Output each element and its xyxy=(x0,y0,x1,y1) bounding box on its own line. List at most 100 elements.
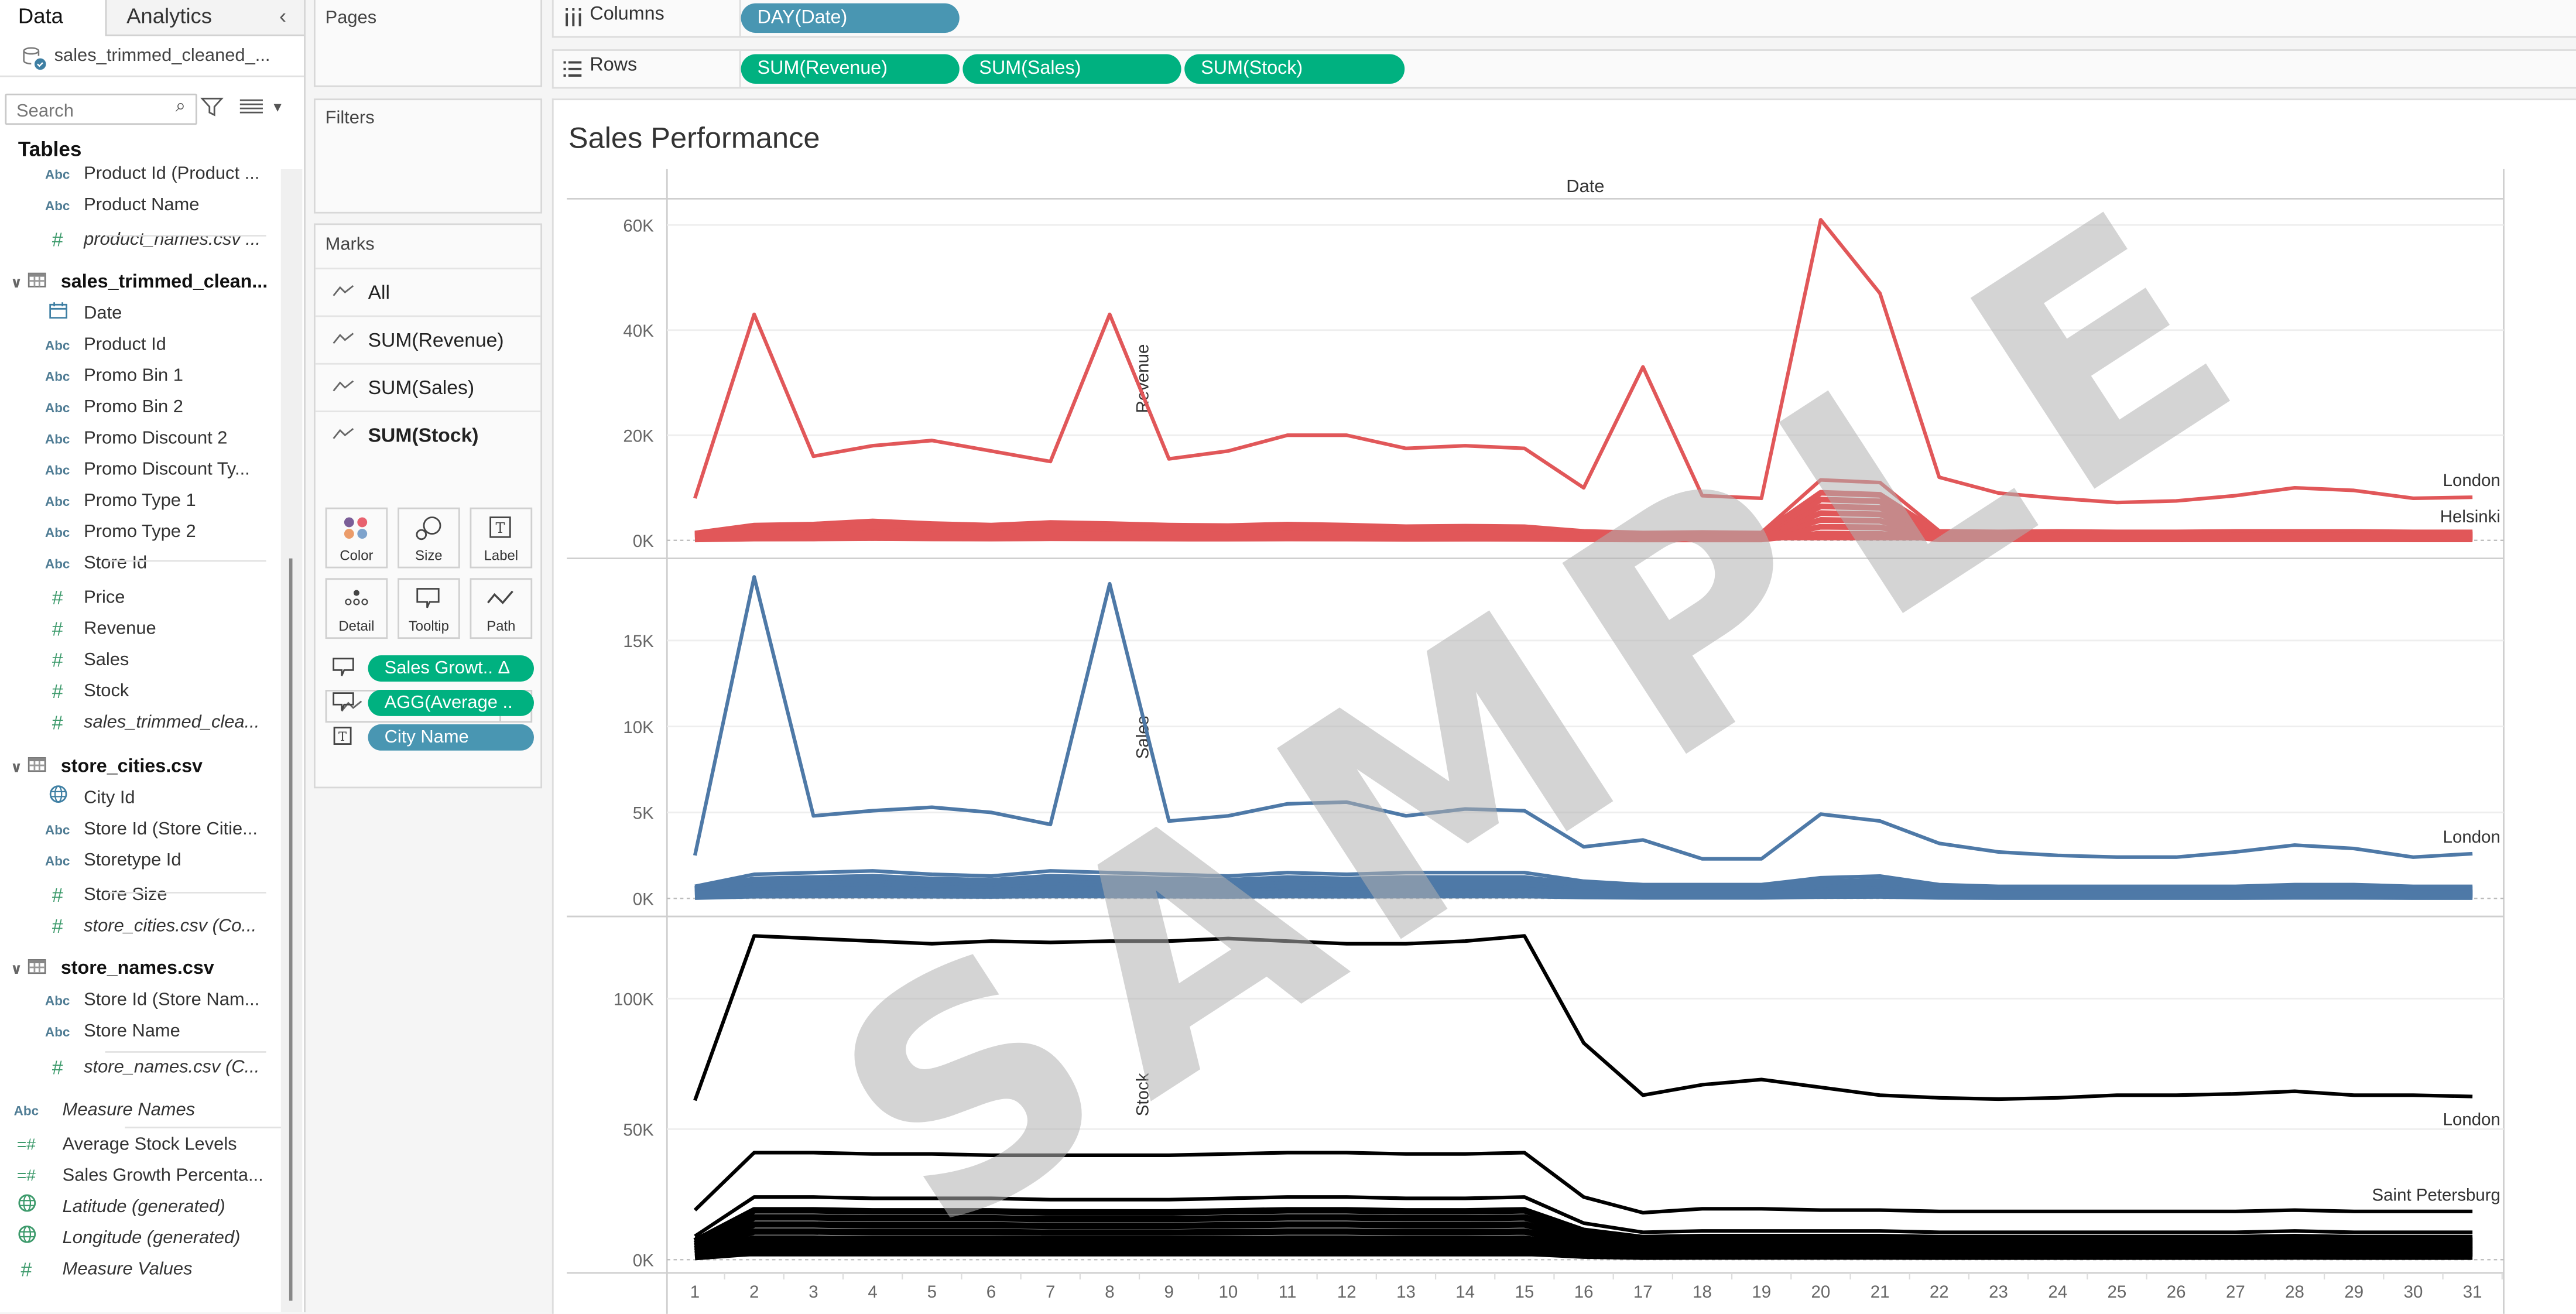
field-label: Promo Bin 1 xyxy=(84,366,183,386)
x-tick-label: 1 xyxy=(690,1282,700,1302)
field-divider xyxy=(105,560,266,562)
color-button[interactable]: Color xyxy=(325,507,388,569)
string-type-icon: Abc xyxy=(13,1103,39,1119)
field-item[interactable]: # store_cities.csv (Co... xyxy=(0,912,279,943)
worksheet-view[interactable]: Sales Performance Date 0K 20K 40K 60K Revenue… xyxy=(551,98,2576,1314)
sum-sales-pill[interactable]: SUM(Sales) xyxy=(962,54,1181,84)
series-line[interactable] xyxy=(694,1195,2473,1238)
search-input[interactable] xyxy=(6,99,165,124)
chevron-down-icon[interactable]: ∨ xyxy=(10,274,23,291)
sum-stock-pill[interactable]: SUM(Stock) xyxy=(1184,54,1405,84)
field-item[interactable]: # Stock xyxy=(0,677,279,708)
field-item[interactable]: =# Average Stock Levels xyxy=(0,1130,279,1161)
number-type-icon: # xyxy=(52,648,63,672)
series-line[interactable] xyxy=(693,575,2473,861)
field-label: Promo Type 2 xyxy=(84,522,196,542)
tooltip-button[interactable]: Tooltip xyxy=(398,578,460,639)
size-button[interactable]: Size xyxy=(398,507,460,569)
x-tick-label: 23 xyxy=(1989,1282,2008,1302)
series-line[interactable] xyxy=(693,218,2473,505)
table-group-header[interactable]: ∨ sales_trimmed_clean... xyxy=(0,268,279,299)
chevron-left-icon[interactable]: ‹ xyxy=(279,3,287,28)
tables-header: Tables xyxy=(18,138,82,161)
rows-shelf[interactable]: Rows SUM(Revenue) SUM(Sales) SUM(Stock) xyxy=(551,49,2576,89)
field-item[interactable]: Abc Promo Discount 2 xyxy=(0,424,279,455)
table-group-header[interactable]: ∨ store_names.csv xyxy=(0,954,279,986)
field-item[interactable]: Abc Promo Discount Ty... xyxy=(0,455,279,486)
marks-layer-all[interactable]: All xyxy=(315,268,541,315)
field-item[interactable]: Abc Store Id (Store Nam... xyxy=(0,986,279,1017)
series-line[interactable] xyxy=(693,1151,2473,1215)
label-button[interactable]: T Label xyxy=(470,507,533,569)
sum-revenue-pill[interactable]: SUM(Revenue) xyxy=(741,54,960,84)
tooltip-pill-sales-growth[interactable]: Sales Growt.. Δ xyxy=(332,655,536,682)
field-item[interactable]: Date xyxy=(0,299,279,330)
detail-button[interactable]: Detail xyxy=(325,578,388,639)
field-item[interactable]: # Sales xyxy=(0,645,279,676)
line-chart[interactable]: Date0K20K40K60KRevenueLondonHelsinki0K5K… xyxy=(554,100,2576,1314)
marks-layer-sum-revenue[interactable]: SUM(Revenue) xyxy=(315,315,541,363)
field-item[interactable]: =# Sales Growth Percenta... xyxy=(0,1161,279,1192)
field-item[interactable]: # product_names.csv ... xyxy=(0,225,279,256)
line-mark-icon xyxy=(341,700,362,712)
field-label: Store Id (Store Nam... xyxy=(84,990,260,1010)
columns-shelf[interactable]: Columns DAY(Date) xyxy=(551,0,2576,38)
path-button[interactable]: Path xyxy=(470,578,533,639)
marks-layer-sum-sales[interactable]: SUM(Sales) xyxy=(315,362,541,410)
label-pill-city-name[interactable]: T City Name xyxy=(332,724,536,751)
field-item[interactable]: Abc Storetype Id xyxy=(0,846,279,877)
search-field[interactable]: ⌕ xyxy=(5,93,197,125)
field-label: Stock xyxy=(84,681,129,702)
field-item[interactable]: Abc Store Id xyxy=(0,549,279,580)
x-tick-label: 12 xyxy=(1337,1282,1356,1302)
geo-type-icon xyxy=(10,1224,43,1255)
field-item[interactable]: # Store Size xyxy=(0,880,279,911)
chevron-down-icon[interactable]: ∨ xyxy=(10,960,23,977)
pages-card[interactable]: Pages xyxy=(313,0,543,87)
chevron-down-icon[interactable]: ∨ xyxy=(10,758,23,775)
string-type-icon: Abc xyxy=(44,525,70,540)
table-group-header[interactable]: ∨ store_cities.csv xyxy=(0,752,279,783)
field-item[interactable]: Abc Promo Bin 1 xyxy=(0,361,279,392)
series-line[interactable] xyxy=(694,478,2473,535)
tooltip-pill-avg-stock[interactable]: AGG(Average .. xyxy=(332,690,536,716)
field-item[interactable]: Abc Promo Type 1 xyxy=(0,486,279,517)
field-item[interactable]: Abc Store Id (Store Citie... xyxy=(0,815,279,846)
avg-stock-pill[interactable]: AGG(Average .. xyxy=(368,690,534,716)
field-item[interactable]: Abc Promo Bin 2 xyxy=(0,392,279,423)
field-item[interactable]: Latitude (generated) xyxy=(0,1192,279,1223)
datasource-row[interactable]: sales_trimmed_cleaned_... xyxy=(0,39,304,77)
chevron-down-icon[interactable]: ▼ xyxy=(271,100,285,115)
x-tick-label: 22 xyxy=(1930,1282,1949,1302)
field-item[interactable]: Abc Product Id (Product ... xyxy=(0,159,279,190)
field-item[interactable]: # Revenue xyxy=(0,614,279,645)
tab-data[interactable]: Data xyxy=(0,0,124,36)
field-item[interactable]: # store_names.csv (C... xyxy=(0,1053,279,1084)
field-item[interactable]: Longitude (generated) xyxy=(0,1224,279,1255)
field-item[interactable]: Abc Product Name xyxy=(0,190,279,221)
filters-card[interactable]: Filters xyxy=(313,98,543,214)
field-item[interactable]: Abc Promo Type 2 xyxy=(0,518,279,549)
field-item[interactable]: # sales_trimmed_clea... xyxy=(0,708,279,739)
field-item[interactable]: Abc Product Id xyxy=(0,330,279,361)
marks-layer-sum-stock[interactable]: SUM(Stock) xyxy=(315,410,541,458)
series-line[interactable] xyxy=(694,869,2473,888)
field-item[interactable]: Abc Store Name xyxy=(0,1017,279,1048)
list-view-icon[interactable] xyxy=(239,98,263,115)
filter-icon[interactable] xyxy=(200,95,224,118)
tab-data-label: Data xyxy=(18,3,63,28)
field-item[interactable]: # Price xyxy=(0,583,279,614)
search-icon[interactable]: ⌕ xyxy=(175,97,186,117)
city-name-pill[interactable]: City Name xyxy=(368,724,534,751)
sales-growth-pill[interactable]: Sales Growt.. Δ xyxy=(368,655,534,682)
scrollbar-thumb[interactable] xyxy=(289,558,293,1301)
series-line[interactable] xyxy=(693,934,2473,1101)
day-date-pill[interactable]: DAY(Date) xyxy=(741,3,960,33)
table-icon xyxy=(20,752,53,783)
field-item[interactable]: # Measure Values xyxy=(0,1255,279,1286)
field-label: Latitude (generated) xyxy=(62,1197,225,1217)
field-item[interactable]: City Id xyxy=(0,783,279,815)
tab-analytics[interactable]: Analytics xyxy=(105,0,304,36)
field-item[interactable]: Abc Measure Names xyxy=(0,1096,279,1127)
string-type-icon: Abc xyxy=(44,823,70,838)
